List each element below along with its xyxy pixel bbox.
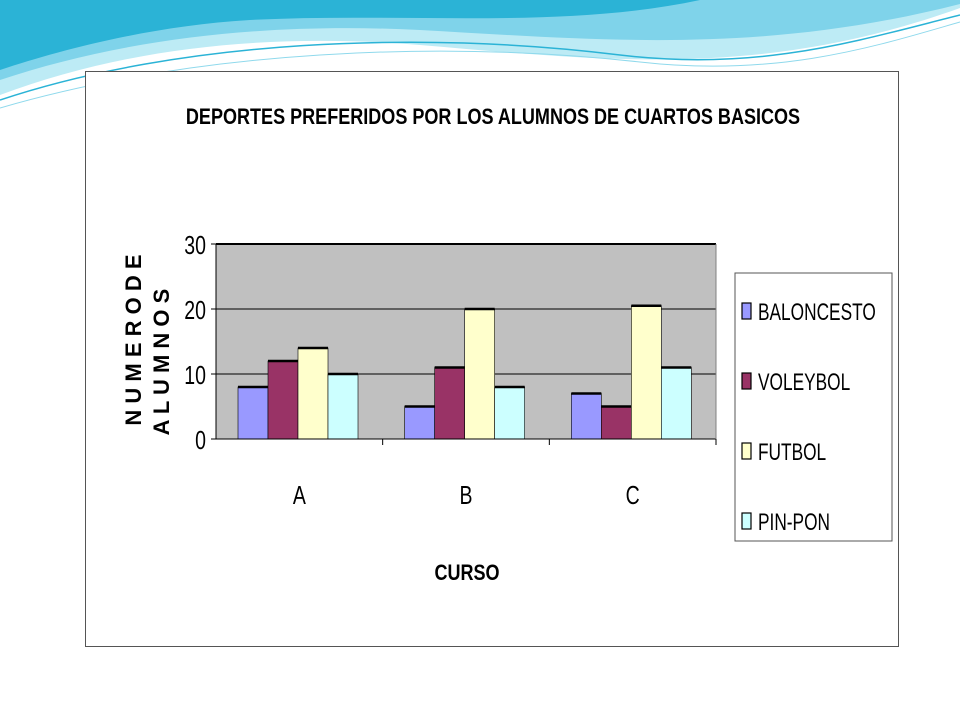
y-tick-label: 30	[184, 230, 206, 259]
x-category-label: C	[626, 480, 640, 509]
x-category-label: B	[459, 480, 472, 509]
legend-swatch-futbol	[741, 442, 752, 460]
x-category-label: A	[293, 480, 307, 509]
chart-frame: DEPORTES PREFERIDOS POR LOS ALUMNOS DE C…	[85, 71, 899, 647]
legend-label-baloncesto: BALONCESTO	[758, 299, 876, 325]
bar-pin-pon-a	[327, 373, 359, 440]
bar-pin-pon-b	[494, 386, 525, 440]
legend-swatch-baloncesto	[741, 302, 752, 320]
x-axis-title: CURSO	[434, 561, 499, 585]
bar-baloncesto-b	[404, 406, 435, 440]
y-tick-label: 0	[195, 425, 206, 454]
y-tick-label: 10	[184, 360, 206, 389]
bar-futbol-c	[631, 305, 662, 440]
legend-label-futbol: FUTBOL	[758, 439, 826, 465]
legend: BALONCESTO VOLEYBOL FUTBOL PIN-PON	[734, 272, 893, 542]
y-axis-title-line2: A L U M N O S	[149, 289, 174, 436]
bar-voleybol-b	[434, 367, 465, 440]
bar-voleybol-c	[601, 406, 632, 440]
bar-baloncesto-a	[237, 386, 269, 440]
bar-chart: DEPORTES PREFERIDOS POR LOS ALUMNOS DE C…	[121, 105, 893, 585]
legend-swatch-voleybol	[741, 372, 752, 390]
slide-wave-decoration	[0, 0, 960, 109]
legend-label-pin-pon: PIN-PON	[758, 509, 830, 535]
bar-futbol-b	[464, 308, 495, 440]
legend-label-voleybol: VOLEYBOL	[758, 369, 850, 395]
chart-title: DEPORTES PREFERIDOS POR LOS ALUMNOS DE C…	[186, 105, 800, 129]
bar-pin-pon-c	[661, 367, 692, 440]
legend-swatch-pin-pon	[741, 512, 752, 530]
bar-voleybol-a	[267, 360, 299, 440]
y-tick-label: 20	[184, 295, 206, 324]
bar-baloncesto-c	[571, 393, 602, 440]
legend-box	[734, 272, 893, 542]
bar-futbol-a	[297, 347, 329, 440]
y-axis-title-line1: N U M E R O D E	[121, 254, 146, 425]
